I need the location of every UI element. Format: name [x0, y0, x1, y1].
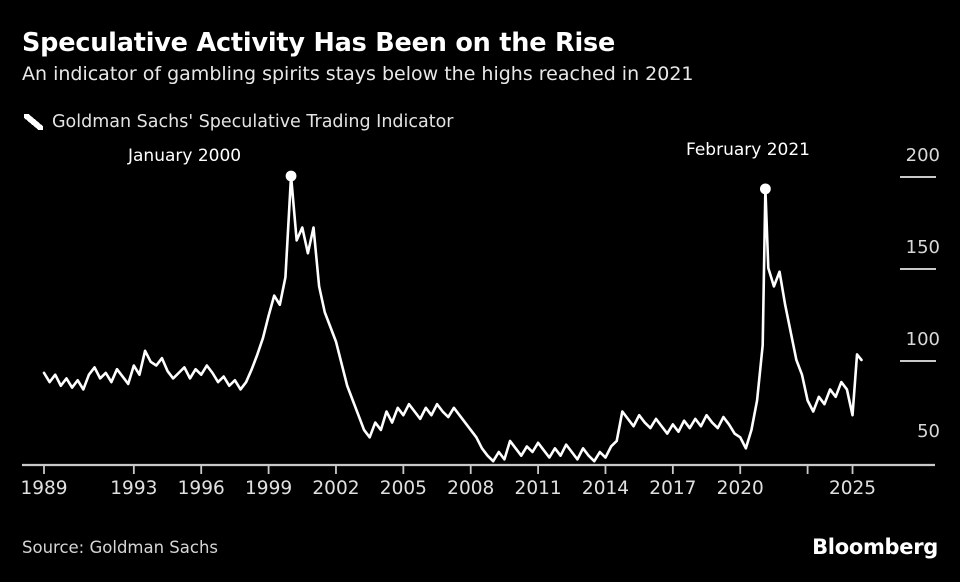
annotation-dot-1	[759, 183, 771, 195]
source-note: Source: Goldman Sachs	[22, 538, 219, 557]
x-axis-tick-label: 2014	[581, 478, 630, 499]
legend-series-label: Goldman Sachs' Speculative Trading Indic…	[52, 112, 454, 132]
y-axis-tick-label: 50	[917, 421, 940, 442]
x-axis-tick-label: 2017	[649, 478, 697, 499]
annotation-label-jan-2000: January 2000	[128, 146, 242, 166]
x-axis-tick-label: 2025	[828, 478, 877, 499]
y-axis-tick-rule	[900, 360, 936, 362]
annotation-label-feb-2021: February 2021	[686, 140, 810, 160]
x-axis-tick-label: 1996	[177, 478, 225, 499]
page-subtitle: An indicator of gambling spirits stays b…	[22, 63, 694, 85]
data-series-line	[42, 174, 863, 463]
x-axis-tick-label: 2011	[514, 478, 562, 499]
x-axis-tick-label: 1989	[20, 478, 68, 499]
line-slash-icon	[22, 112, 44, 132]
x-axis-tick-label: 2008	[447, 478, 495, 499]
y-axis-tick-rule	[900, 176, 936, 178]
annotation-dot-0	[285, 170, 297, 182]
x-axis-tick-label: 2002	[312, 478, 360, 499]
x-axis-tick-label: 1999	[245, 478, 293, 499]
x-axis-tick-label: 1993	[110, 478, 158, 499]
y-axis-tick-rule	[900, 268, 936, 270]
y-axis-tick-label: 150	[905, 237, 940, 258]
y-axis-tick-label: 100	[905, 329, 940, 350]
y-axis-tick-label: 200	[905, 145, 940, 166]
x-axis-tick-label: 2020	[716, 478, 764, 499]
x-axis-ticks	[43, 466, 854, 474]
x-axis-tick-label: 2005	[379, 478, 427, 499]
bloomberg-logo: Bloomberg	[812, 535, 938, 559]
annotation-markers	[285, 170, 771, 195]
page-title: Speculative Activity Has Been on the Ris…	[22, 28, 616, 58]
chart-legend: Goldman Sachs' Speculative Trading Indic…	[22, 110, 454, 134]
